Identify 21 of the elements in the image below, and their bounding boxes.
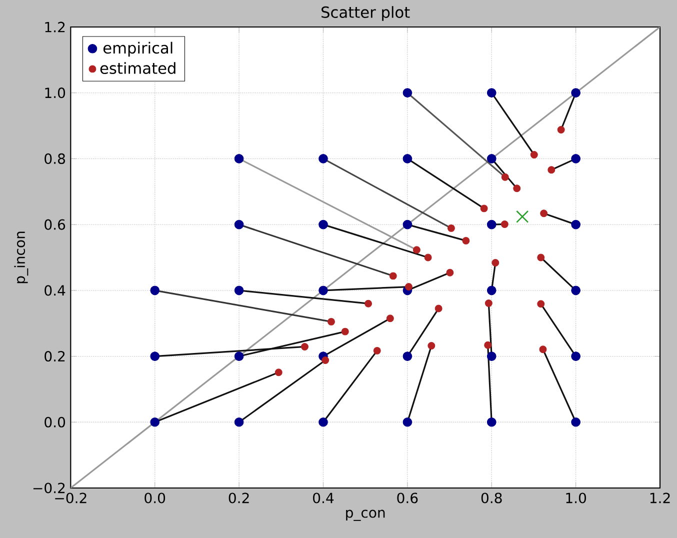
- x-tick-label: 0.0: [144, 492, 166, 504]
- legend-label: estimated: [100, 62, 176, 74]
- legend-label: empirical: [103, 42, 172, 57]
- x-tick-label: 0.2: [228, 492, 249, 504]
- y-axis-title: p_incon: [14, 232, 28, 284]
- y-tick-label: 0.4: [44, 285, 66, 296]
- x-tick-label: 1.2: [650, 492, 670, 504]
- x-tick-label: 1.0: [566, 492, 586, 504]
- x-axis-title: p_con: [346, 510, 385, 521]
- x-tick-label: 0.8: [481, 492, 502, 504]
- y-tick-label: −0.2: [33, 482, 65, 494]
- x-tick-label: 0.6: [397, 492, 418, 504]
- x-tick-label: 0.4: [313, 492, 334, 504]
- chart-title: Scatter plot: [322, 6, 410, 21]
- y-tick-label: 1.0: [45, 88, 66, 98]
- x-tick-label: −0.2: [55, 492, 86, 504]
- y-tick-label: 0.2: [44, 350, 65, 362]
- y-tick-label: 1.2: [45, 22, 65, 32]
- y-tick-label: 0.8: [44, 153, 65, 164]
- y-tick-label: 0.0: [44, 416, 66, 428]
- y-tick-label: 0.6: [44, 219, 66, 230]
